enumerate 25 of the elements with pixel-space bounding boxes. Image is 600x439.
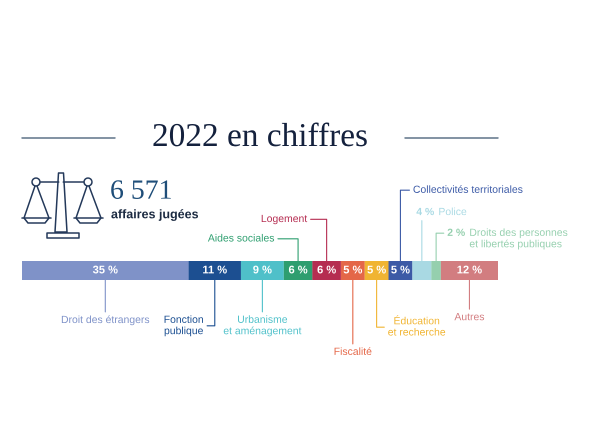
text: affaires jugées — [111, 209, 198, 221]
text: Logement — [262, 214, 308, 224]
data-label: 6 % — [317, 266, 336, 274]
chart-title: 2022 en chiffres — [153, 122, 367, 146]
data-label: 5 % — [391, 266, 410, 274]
text: Droit des étrangers — [62, 315, 150, 326]
text: 6 571 — [111, 180, 171, 199]
data-label: 35 % — [92, 266, 118, 274]
text: Autres — [454, 313, 484, 320]
text: Collectivités territoriales — [413, 185, 523, 193]
text: Police — [439, 208, 466, 216]
text: Aides sociales — [208, 234, 274, 242]
text: Éducation et recherche — [388, 315, 446, 336]
data-label: 4 % — [416, 208, 434, 216]
data-label: 6 % — [288, 266, 308, 274]
text: Fonction publique — [164, 315, 203, 336]
data-label: 2 % — [448, 228, 465, 236]
data-label: 9 % — [253, 266, 272, 274]
data-label: 5 % — [344, 266, 362, 274]
text: Droits des personnes et libertés publiques — [470, 228, 568, 250]
data-label: 11 % — [203, 266, 227, 274]
data-label: 12 % — [457, 266, 482, 274]
data-label: 5 % — [367, 266, 386, 274]
text: Urbanisme et aménagement — [224, 315, 302, 336]
text: Fiscalité — [334, 347, 372, 356]
